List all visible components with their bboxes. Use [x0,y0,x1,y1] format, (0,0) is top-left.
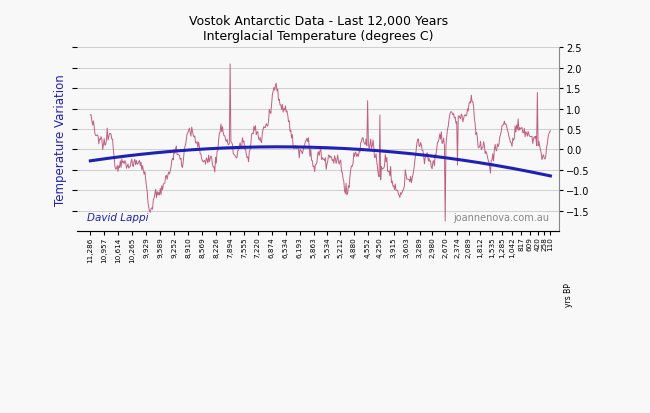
Title: Vostok Antarctic Data - Last 12,000 Years
Interglacial Temperature (degrees C): Vostok Antarctic Data - Last 12,000 Year… [188,15,448,43]
Y-axis label: Temperature Variation: Temperature Variation [54,74,67,206]
Text: David Lappi: David Lappi [87,212,149,222]
Text: joannenova.com.au: joannenova.com.au [454,212,549,222]
Text: yrs BP: yrs BP [564,283,573,306]
